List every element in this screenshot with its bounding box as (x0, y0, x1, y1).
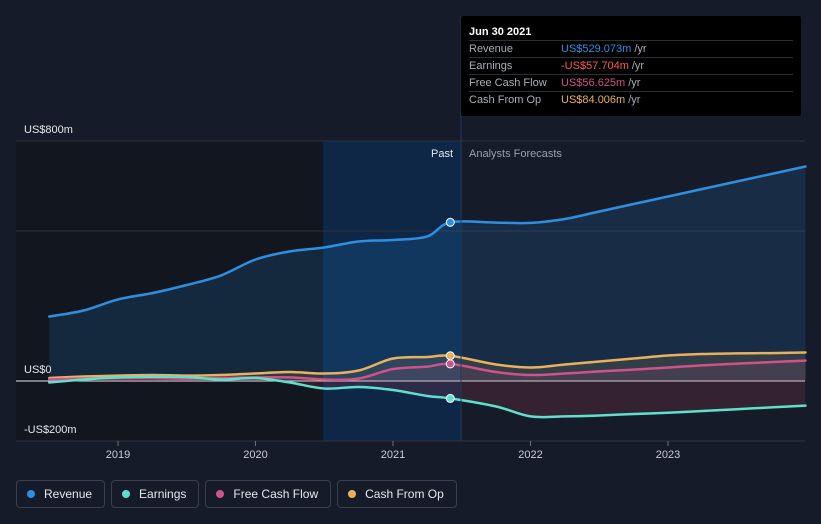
marker-revenue (445, 217, 455, 227)
legend-dot-icon (122, 490, 131, 498)
legend-item-cash-from-op[interactable]: Cash From Op (337, 480, 457, 508)
y-axis-zero-label: US$0 (24, 364, 52, 376)
x-tick-label: 2019 (106, 449, 130, 461)
legend-dot-icon (216, 490, 225, 498)
tooltip-row-name: Cash From Op (469, 94, 542, 106)
tooltip-row-earnings: Earnings -US$57.704m /yr (469, 57, 793, 74)
legend-dot-icon (27, 490, 35, 498)
tooltip-row-unit: /yr (634, 43, 647, 55)
hover-markers (445, 217, 455, 403)
marker-cash_from_op (445, 351, 455, 361)
legend-label: Earnings (139, 487, 187, 501)
marker-free_cash_flow (445, 359, 455, 369)
x-tick-label: 2021 (381, 449, 405, 461)
x-tick-label: 2023 (656, 449, 680, 461)
x-tick-label: 2022 (518, 449, 542, 461)
tooltip-row-name: Earnings (469, 60, 513, 72)
line-cash_from_op (48, 351, 807, 380)
tooltip: Jun 30 2021 Revenue US$529.073m /yr Earn… (461, 16, 801, 116)
legend: Revenue Earnings Free Cash Flow Cash Fro… (16, 480, 457, 510)
tooltip-row-value: -US$57.704m (561, 60, 629, 72)
marker-earnings (445, 393, 455, 403)
area-revenue (49, 166, 806, 381)
y-axis-top-label: US$800m (24, 124, 73, 136)
tooltip-row-unit: /yr (631, 60, 645, 72)
x-tick-label: 2020 (243, 449, 267, 461)
tooltip-row-free-cash-flow: Free Cash Flow US$56.625m /yr (469, 74, 793, 91)
tooltip-row-revenue: Revenue US$529.073m /yr (469, 40, 793, 57)
tooltip-row-name: Revenue (469, 43, 514, 55)
legend-dot-icon (348, 490, 357, 498)
legend-item-earnings[interactable]: Earnings (111, 480, 200, 508)
tooltip-row-value: US$529.073m (561, 43, 632, 55)
legend-item-revenue[interactable]: Revenue (16, 480, 106, 508)
tooltip-row-value: US$56.625m (561, 77, 626, 89)
x-axis-ticks: 2019 2020 2021 2022 2023 (106, 441, 680, 461)
tooltip-row-name: Free Cash Flow (469, 77, 547, 89)
area-earnings (49, 376, 806, 418)
legend-label: Cash From Op (365, 487, 444, 501)
area-free_cash_flow (49, 360, 806, 381)
gridlines (16, 140, 805, 442)
line-free_cash_flow (48, 359, 807, 382)
tooltip-row-value: US$84.006m (561, 94, 626, 106)
line-revenue (48, 165, 807, 318)
legend-label: Free Cash Flow (233, 487, 319, 501)
legend-label: Revenue (44, 487, 93, 501)
series-lines (48, 165, 807, 419)
line-earnings (48, 375, 807, 419)
legend-item-free-cash-flow[interactable]: Free Cash Flow (205, 480, 332, 508)
past-label: Past (431, 148, 453, 160)
tooltip-row-unit: /yr (628, 77, 641, 89)
y-axis-bottom-label: -US$200m (24, 424, 77, 436)
tooltip-row-unit: /yr (628, 94, 641, 106)
tooltip-date: Jun 30 2021 (469, 26, 532, 38)
forecast-label: Analysts Forecasts (469, 148, 562, 160)
tooltip-row-cash-from-op: Cash From Op US$84.006m /yr (469, 91, 793, 108)
